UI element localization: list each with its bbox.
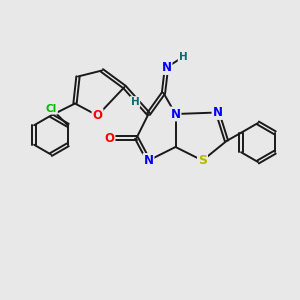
Text: S: S: [198, 154, 207, 167]
Text: H: H: [130, 97, 140, 107]
Text: N: N: [161, 61, 172, 74]
Text: N: N: [212, 106, 223, 119]
Text: N: N: [143, 154, 154, 167]
Text: O: O: [92, 109, 103, 122]
Text: H: H: [178, 52, 188, 62]
Text: O: O: [104, 131, 115, 145]
Text: N: N: [170, 107, 181, 121]
Text: Cl: Cl: [46, 104, 57, 114]
